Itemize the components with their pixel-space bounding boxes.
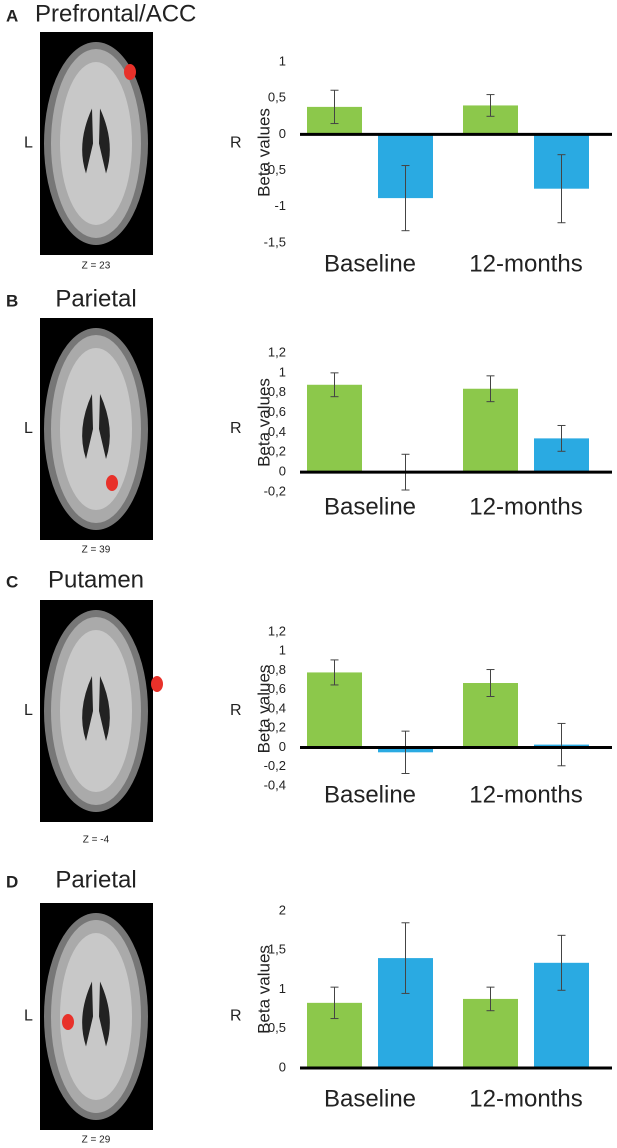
y-tick-label: 0 <box>279 464 286 479</box>
ventricles <box>82 981 110 1047</box>
y-tick-label: 0,2 <box>268 444 286 459</box>
y-tick-label: 1 <box>279 53 286 68</box>
x-tick-label: 12-months <box>469 493 582 520</box>
y-tick-label: -0,5 <box>264 162 286 177</box>
y-tick-label: 1 <box>279 364 286 379</box>
activation <box>124 64 136 80</box>
bar <box>463 388 518 473</box>
x-tick-label: Baseline <box>324 250 416 277</box>
y-tick-label: 0 <box>279 739 286 754</box>
y-tick-label: 0,5 <box>268 1020 286 1035</box>
y-tick-label: 0,8 <box>268 662 286 677</box>
y-tick-label: 0,4 <box>268 700 286 715</box>
ventricles <box>82 394 110 459</box>
right-label: R <box>230 702 242 719</box>
left-label: L <box>24 420 33 437</box>
y-tick-label: -0,2 <box>264 758 286 773</box>
panel-letter: B <box>6 291 18 310</box>
y-tick-label: -1,5 <box>264 234 286 249</box>
activation <box>151 676 163 692</box>
right-label: R <box>230 1008 242 1025</box>
x-tick-label: Baseline <box>324 493 416 520</box>
x-tick-label: Baseline <box>324 1085 416 1112</box>
x-tick-label: 12-months <box>469 250 582 277</box>
region-title: Parietal <box>55 866 136 893</box>
y-tick-label: 1,2 <box>268 344 286 359</box>
panel-letter: D <box>6 872 18 891</box>
y-tick-label: 1,2 <box>268 623 286 638</box>
gray-matter <box>60 348 132 510</box>
bar <box>307 384 362 473</box>
y-tick-label: 0,6 <box>268 681 286 696</box>
y-tick-label: -0,4 <box>264 777 286 792</box>
y-tick-label: 1,5 <box>268 942 286 957</box>
y-tick-label: 0 <box>279 126 286 141</box>
slice-label: Z = 39 <box>82 545 111 556</box>
y-tick-label: -1 <box>274 198 286 213</box>
y-axis-label: Beta values <box>254 378 273 467</box>
region-title: Parietal <box>55 285 136 312</box>
gray-matter <box>60 933 132 1100</box>
slice-label: Z = 29 <box>82 1135 111 1146</box>
left-label: L <box>24 1008 33 1025</box>
left-label: L <box>24 702 33 719</box>
y-tick-label: 0 <box>279 1059 286 1074</box>
right-label: R <box>230 420 242 437</box>
activation <box>106 475 118 491</box>
y-tick-label: -0,2 <box>264 483 286 498</box>
y-tick-label: 0,5 <box>268 90 286 105</box>
ventricles <box>82 676 110 741</box>
ventricles <box>82 108 110 174</box>
y-tick-label: 1 <box>279 643 286 658</box>
y-tick-label: 2 <box>279 902 286 917</box>
right-label: R <box>230 135 242 152</box>
gray-matter <box>60 630 132 792</box>
y-tick-label: 0,8 <box>268 384 286 399</box>
y-tick-label: 0,6 <box>268 404 286 419</box>
slice-label: Z = 23 <box>82 261 111 272</box>
region-title: Prefrontal/ACC <box>35 0 196 27</box>
slice-label: Z = -4 <box>83 835 110 846</box>
region-title: Putamen <box>48 566 144 593</box>
panel-letter: A <box>6 6 18 25</box>
y-tick-label: 0,4 <box>268 424 286 439</box>
panel-letter: C <box>6 572 18 591</box>
left-label: L <box>24 135 33 152</box>
gray-matter <box>60 62 132 225</box>
y-tick-label: 0,2 <box>268 720 286 735</box>
activation <box>62 1014 74 1030</box>
y-axis-label: Beta values <box>254 945 273 1034</box>
y-axis-label: Beta values <box>254 108 273 197</box>
x-tick-label: 12-months <box>469 781 582 808</box>
y-tick-label: 1 <box>279 981 286 996</box>
x-tick-label: Baseline <box>324 781 416 808</box>
x-tick-label: 12-months <box>469 1085 582 1112</box>
y-axis-label: Beta values <box>254 665 273 754</box>
